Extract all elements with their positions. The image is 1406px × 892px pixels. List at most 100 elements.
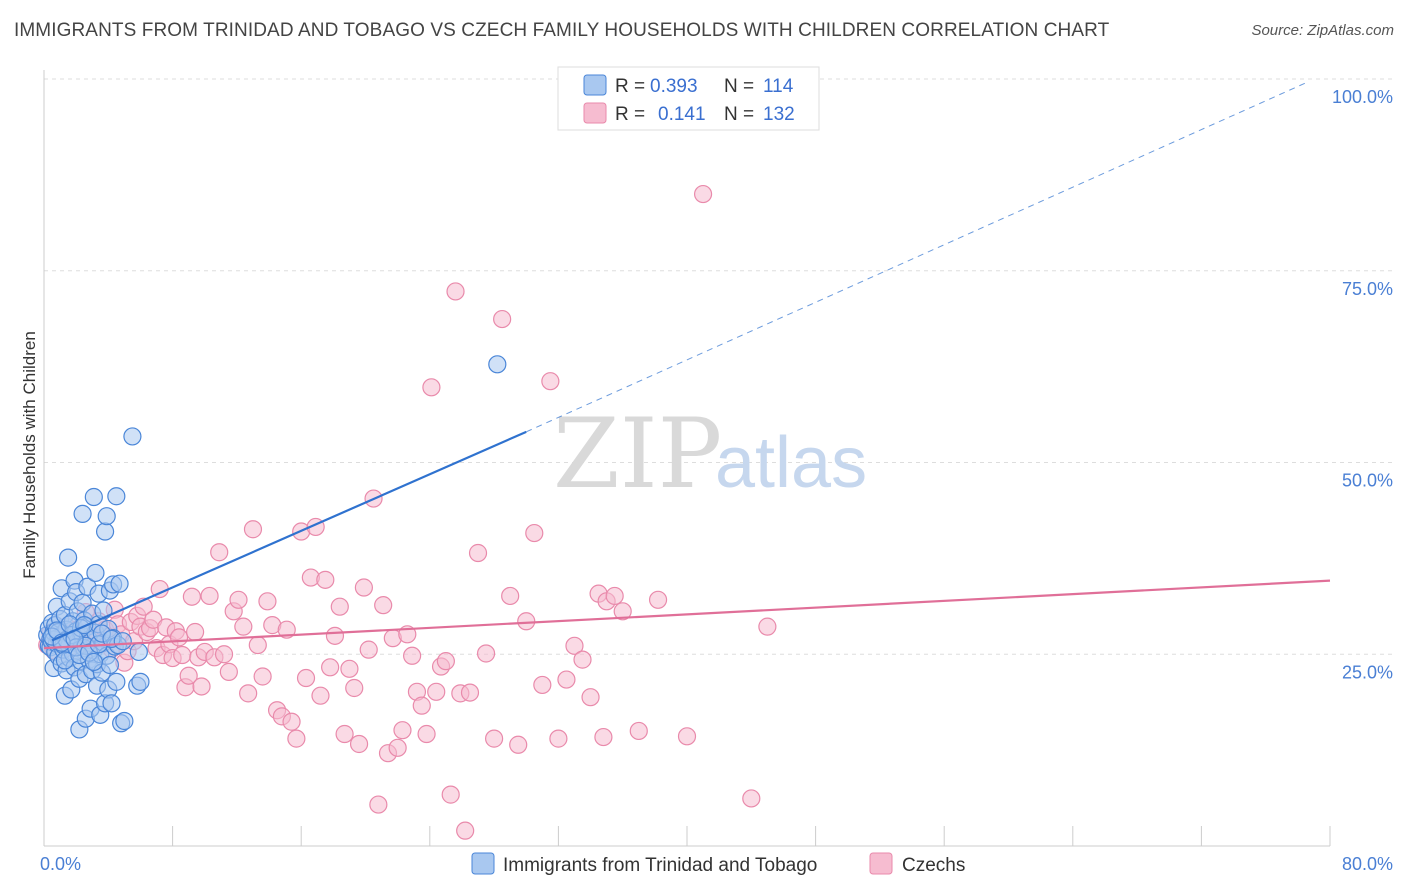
legend-r-label-1: R = <box>615 76 645 97</box>
czechs-point <box>422 378 441 397</box>
legend-swatch-blue <box>583 74 607 96</box>
czechs-point <box>210 543 229 562</box>
y-tick-label: 100.0% <box>1332 87 1393 107</box>
trinidad-point <box>84 487 103 507</box>
trinidad-points <box>38 355 507 739</box>
czechs-point <box>565 636 584 655</box>
czechs-point <box>412 696 431 715</box>
trinidad-point <box>73 504 92 523</box>
czechs-point <box>417 724 436 744</box>
legend-swatch-pink <box>583 102 607 124</box>
trinidad-point <box>84 652 103 672</box>
czechs-point <box>629 721 648 741</box>
watermark: ZIP atlas <box>553 398 867 510</box>
czechs-point <box>282 712 301 731</box>
czechs-point <box>677 727 697 746</box>
czechs-point <box>594 727 613 747</box>
trinidad-point <box>107 672 126 691</box>
czechs-point <box>186 622 205 642</box>
czechs-point <box>234 617 253 636</box>
czechs-point <box>169 628 189 647</box>
bottom-legend-swatch-trinidad <box>471 852 495 875</box>
trinidad-point <box>110 574 129 593</box>
czechs-point <box>345 678 364 698</box>
y-tick-label: 25.0% <box>1342 662 1393 682</box>
czechs-point <box>219 662 238 681</box>
czechs-point <box>541 372 560 391</box>
trend-lines <box>43 82 1331 650</box>
x-tick-marks <box>43 826 1331 846</box>
trinidad-point <box>59 548 78 567</box>
bottom-legend-swatch-czechs <box>869 852 893 875</box>
czechs-point <box>573 650 592 669</box>
y-tick-label: 50.0% <box>1342 471 1393 491</box>
czechs-point <box>277 620 296 639</box>
x-tick-label-max: 80.0% <box>1342 854 1393 874</box>
trinidad-point <box>100 655 120 675</box>
czechs-point <box>369 795 388 814</box>
legend-r-value-2: 0.141 <box>658 104 706 125</box>
legend-n-value-1: 114 <box>763 76 794 97</box>
czechs-point <box>239 684 258 703</box>
czechs-point <box>200 586 219 606</box>
czechs-point <box>533 675 552 695</box>
czechs-point <box>493 309 512 329</box>
czechs-point <box>693 184 713 204</box>
czechs-point <box>648 590 668 609</box>
bottom-legend-label-czechs: Czechs <box>902 855 965 876</box>
bottom-legend-label-trinidad: Immigrants from Trinidad and Tobago <box>503 855 817 876</box>
czechs-point <box>179 666 198 685</box>
trinidad-point <box>123 427 142 446</box>
watermark-atlas: atlas <box>715 423 867 503</box>
trinidad-point <box>131 672 150 691</box>
legend-r-value-1: 0.393 <box>650 76 698 97</box>
czechs-point <box>325 626 345 645</box>
czechs-point <box>501 586 520 606</box>
czechs-point <box>374 596 393 615</box>
watermark-zip: ZIP <box>553 398 722 510</box>
trinidad-point <box>115 711 134 731</box>
trinidad-point <box>97 507 116 526</box>
czechs-point <box>248 635 267 655</box>
trinidad-point <box>107 487 126 506</box>
czechs-point <box>330 597 349 616</box>
y-tick-label: 75.0% <box>1342 279 1393 299</box>
czechs-point <box>476 644 496 663</box>
trinidad-point <box>102 694 121 713</box>
czechs-point <box>557 670 576 689</box>
czechs-point <box>316 570 335 589</box>
czechs-point <box>460 683 480 702</box>
x-tick-label-min: 0.0% <box>40 854 81 874</box>
czechs-point <box>182 587 201 606</box>
czechs-point <box>296 668 316 688</box>
czechs-point <box>321 658 340 677</box>
czechs-point <box>549 729 568 748</box>
y-axis-label: Family Households with Children <box>20 331 39 579</box>
czechs-point <box>456 821 475 840</box>
czechs-point <box>427 682 446 701</box>
trinidad-trend-extension <box>526 82 1307 433</box>
chart-source: Source: ZipAtlas.com <box>1251 22 1394 39</box>
grid-lines <box>44 78 1392 655</box>
czechs-point <box>485 729 504 748</box>
czechs-point <box>581 688 600 707</box>
legend-n-value-2: 132 <box>763 104 795 125</box>
trinidad-trend-line <box>51 430 527 642</box>
czechs-point <box>349 734 369 754</box>
legend-r-label-2: R = <box>615 104 645 125</box>
czechs-point <box>446 282 465 301</box>
trinidad-point <box>95 522 115 541</box>
czechs-trend-line <box>43 579 1331 650</box>
trinidad-point <box>94 601 113 620</box>
czechs-point <box>253 667 272 686</box>
czechs-point <box>354 578 373 597</box>
czechs-point <box>173 645 192 665</box>
trinidad-point <box>488 355 507 374</box>
x-tick-labels: 0.0% 80.0% <box>40 854 1393 874</box>
czechs-point <box>517 612 536 631</box>
czechs-point <box>742 789 761 808</box>
czechs-point <box>393 721 412 740</box>
czechs-point <box>192 677 211 696</box>
czechs-point <box>258 592 277 611</box>
